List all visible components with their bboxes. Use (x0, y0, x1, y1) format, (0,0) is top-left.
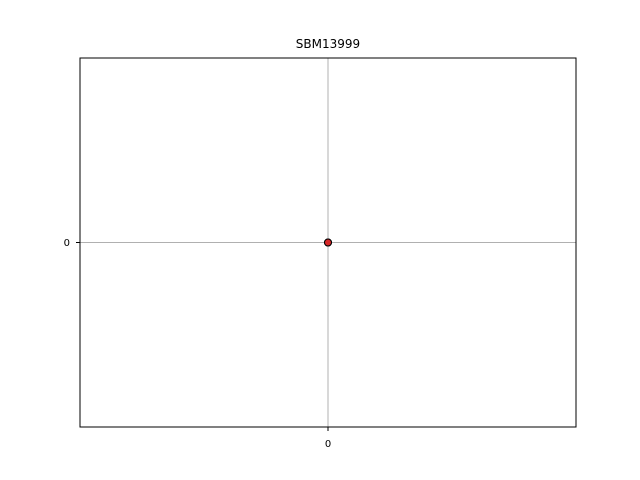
axis-ticks (76, 242, 329, 431)
data-points (324, 238, 332, 247)
y-tick-label: 0 (64, 238, 70, 249)
chart-title: SBM13999 (296, 37, 360, 51)
data-point (324, 238, 332, 247)
x-tick-label: 0 (325, 439, 331, 450)
